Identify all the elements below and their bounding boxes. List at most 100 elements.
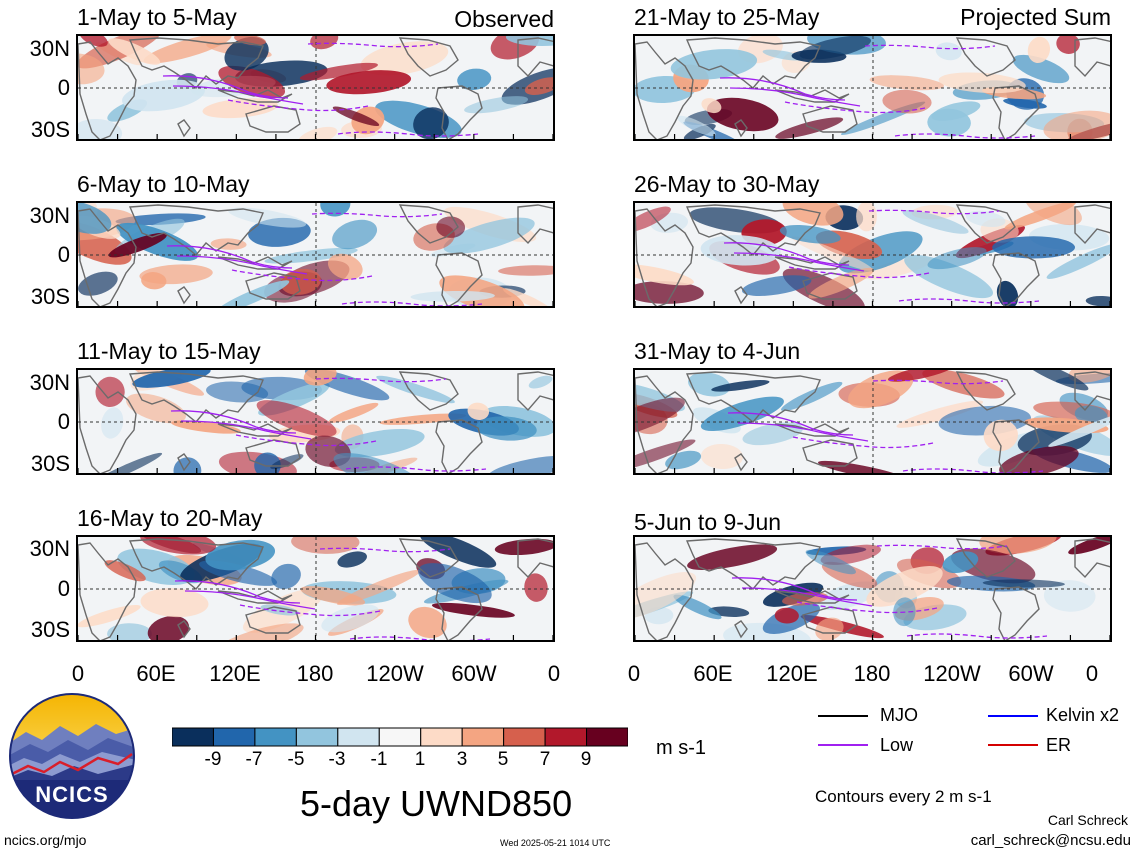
- anomaly-blob: [326, 70, 412, 95]
- low-contour: [170, 410, 297, 434]
- lat-label-0: 0: [57, 576, 70, 601]
- wind-anomaly-map: [635, 370, 1110, 473]
- map-panel-7: [633, 368, 1112, 475]
- anomaly-blob: [419, 537, 497, 568]
- coastline: [774, 256, 850, 270]
- coastline: [78, 375, 137, 473]
- coastline: [398, 37, 459, 77]
- ncics-logo[interactable]: NCICS: [8, 692, 136, 820]
- anomaly-blob: [1048, 412, 1110, 447]
- author-email[interactable]: carl_schreck@ncsu.edu: [971, 832, 1131, 849]
- anomaly-blob: [1023, 370, 1089, 391]
- anomaly-blob: [677, 115, 716, 137]
- coastline: [128, 204, 264, 256]
- anomaly-blob: [332, 106, 380, 127]
- anomaly-blob: [320, 203, 351, 217]
- coastline: [635, 208, 694, 306]
- coastline: [78, 542, 137, 640]
- anomaly-blob: [228, 207, 307, 228]
- anomaly-blob: [1027, 36, 1051, 63]
- map-panel-2: [76, 201, 555, 308]
- anomaly-blob: [310, 36, 339, 50]
- anomaly-blob: [700, 235, 781, 266]
- wind-anomaly-map: [78, 36, 553, 139]
- panel-title-3: 11-May to 15-May: [77, 338, 261, 364]
- lon-label-120w: 120W: [366, 661, 424, 686]
- low-contour: [162, 75, 289, 99]
- low-contour: [337, 131, 479, 137]
- low-contour: [902, 468, 1044, 473]
- low-contour: [180, 420, 312, 440]
- email-link[interactable]: carl_schreck@ncsu.edu: [970, 832, 1131, 849]
- coastline: [128, 538, 264, 590]
- map-panel-3: [76, 368, 555, 475]
- anomaly-blob: [524, 77, 553, 95]
- panel-title-5: 21-May to 25-May: [634, 4, 820, 30]
- coastline: [517, 538, 553, 579]
- anomaly-blob: [476, 416, 537, 441]
- anomaly-blob: [291, 537, 360, 554]
- panel-title-4: 16-May to 20-May: [77, 505, 263, 531]
- coastline: [177, 453, 191, 472]
- anomaly-blob: [982, 579, 1065, 588]
- colorbar-swatch: [378, 727, 422, 747]
- low-contour: [741, 587, 873, 607]
- anomaly-blob: [321, 604, 379, 633]
- low-contour: [731, 577, 858, 601]
- coastline: [217, 590, 293, 604]
- colorbar-label: -5: [287, 749, 305, 770]
- wind-anomaly-map: [635, 537, 1110, 640]
- anomaly-blob: [856, 203, 877, 232]
- anomaly-blob: [782, 203, 844, 226]
- anomaly-blob: [1085, 295, 1110, 306]
- lat-label-0: 0: [57, 409, 70, 434]
- lon-label-0: 0: [71, 661, 85, 686]
- anomaly-blob: [635, 572, 697, 620]
- low-contour: [172, 85, 304, 105]
- lon-label-120w: 120W: [923, 661, 981, 686]
- units-label: m s-1: [656, 737, 706, 759]
- coastline: [635, 542, 694, 640]
- website-link[interactable]: ncics.org/mjo: [4, 832, 87, 848]
- low-contour: [719, 77, 846, 101]
- low-contour: [792, 436, 934, 449]
- colorbar-swatch: [172, 727, 214, 747]
- anomaly-blob: [210, 238, 247, 250]
- lat-label-30n: 30N: [29, 370, 70, 395]
- coastline: [1074, 37, 1110, 78]
- coastline: [955, 37, 1016, 77]
- lat-label-30n: 30N: [29, 203, 70, 228]
- coastline: [774, 423, 850, 437]
- colorbar-label: -9: [204, 749, 222, 770]
- anomaly-blob: [866, 566, 943, 607]
- low-contour: [876, 544, 1008, 550]
- anomaly-blob: [206, 381, 269, 403]
- anomaly-blob: [1046, 243, 1110, 279]
- coastline: [435, 419, 483, 473]
- coastline: [802, 606, 858, 634]
- coastline: [435, 252, 483, 306]
- coastline: [955, 538, 1016, 578]
- anomaly-blob: [487, 455, 553, 473]
- anomaly-blob: [524, 573, 548, 602]
- coastline: [685, 371, 821, 423]
- coastline: [78, 41, 137, 139]
- low-contour: [166, 245, 293, 269]
- anomaly-blob: [805, 549, 856, 575]
- coastline: [685, 37, 821, 89]
- coastline: [177, 620, 191, 639]
- map-panel-4: [76, 535, 555, 642]
- lat-label-30s: 30S: [30, 117, 70, 142]
- map-panel-6: [633, 201, 1112, 308]
- low-contour: [737, 422, 869, 442]
- colorbar-label: -3: [328, 749, 346, 770]
- low-contour: [723, 242, 850, 266]
- anomaly-blob: [927, 247, 987, 270]
- colorbar-swatch: [295, 727, 339, 747]
- anomaly-blob: [215, 280, 290, 306]
- colorbar-label: 7: [539, 749, 551, 770]
- lat-label-30s: 30S: [30, 617, 70, 642]
- anomaly-blob: [528, 375, 553, 389]
- coastline: [245, 606, 301, 634]
- anomaly-blob: [1068, 370, 1110, 383]
